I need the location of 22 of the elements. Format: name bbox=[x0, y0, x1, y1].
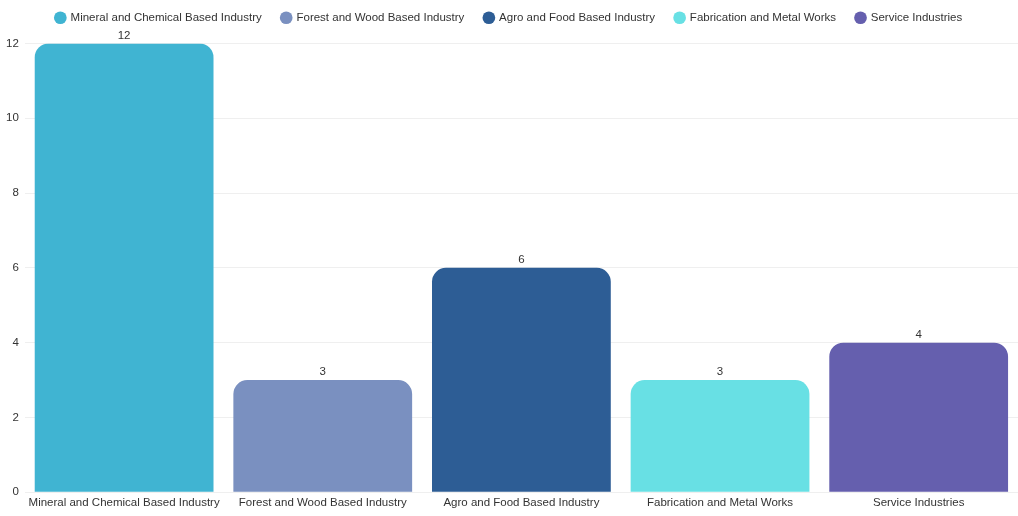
y-tick-label: 0 bbox=[12, 485, 19, 498]
data-label: 3 bbox=[319, 365, 326, 378]
data-label: 4 bbox=[915, 328, 923, 341]
legend-label: Fabrication and Metal Works bbox=[689, 10, 837, 23]
x-tick-label: Service Industries bbox=[872, 496, 965, 509]
x-tick-label: Forest and Wood Based Industry bbox=[238, 496, 407, 509]
y-tick-label: 2 bbox=[12, 410, 19, 423]
data-label: 3 bbox=[716, 365, 724, 378]
legend-label: Agro and Food Based Industry bbox=[499, 10, 656, 23]
data-label: 12 bbox=[117, 28, 131, 41]
y-tick-label: 8 bbox=[12, 186, 19, 199]
legend-label: Forest and Wood Based Industry bbox=[296, 10, 465, 23]
x-tick-label: Mineral and Chemical Based Industry bbox=[28, 496, 220, 509]
legend-label: Mineral and Chemical Based Industry bbox=[70, 10, 262, 23]
x-tick-label: Agro and Food Based Industry bbox=[443, 496, 600, 509]
y-tick-label: 6 bbox=[12, 261, 19, 274]
y-tick-label: 4 bbox=[12, 335, 20, 348]
data-label: 6 bbox=[518, 253, 525, 266]
x-tick-label: Fabrication and Metal Works bbox=[646, 496, 794, 509]
y-tick-label: 12 bbox=[5, 36, 19, 49]
legend-label: Service Industries bbox=[870, 10, 963, 23]
y-tick-label: 10 bbox=[5, 111, 19, 124]
